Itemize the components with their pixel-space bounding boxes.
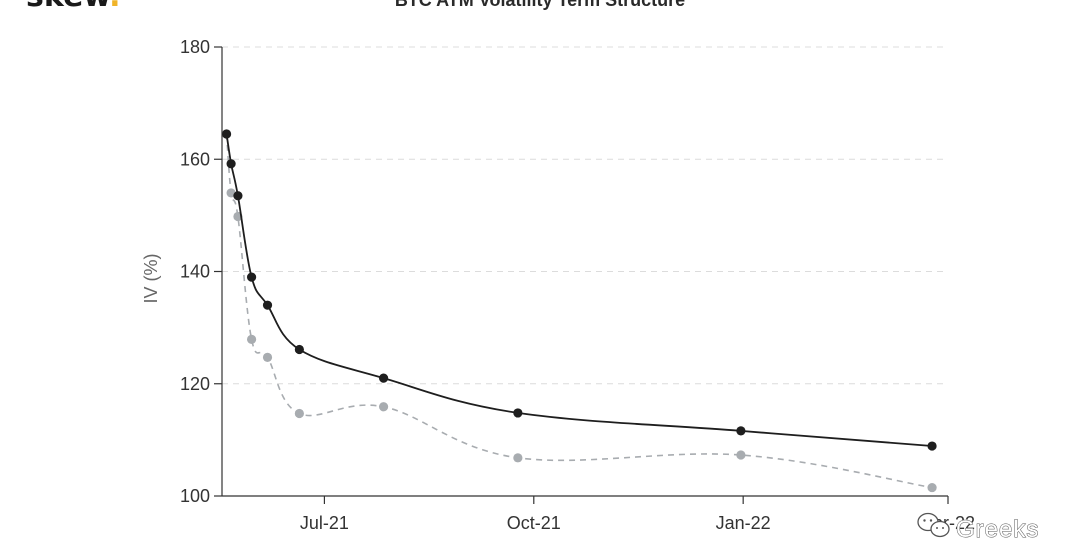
grid-lines bbox=[222, 46, 948, 385]
series-2-point-10 bbox=[927, 482, 937, 493]
y-tick-label-120: 120 bbox=[180, 374, 210, 394]
skew-logo-dot: . bbox=[109, 0, 120, 14]
data-series bbox=[221, 129, 937, 493]
series-2-point-8 bbox=[513, 453, 523, 463]
y-tick-label-160: 160 bbox=[180, 149, 210, 169]
watermark-text: Greeks bbox=[956, 516, 1039, 543]
series-1-point-1 bbox=[221, 129, 232, 139]
series-1-point-10 bbox=[927, 441, 937, 451]
skew-logo-text: skew bbox=[26, 0, 110, 14]
y-axis-ticks: 100 120 140 160 180 bbox=[180, 37, 222, 506]
x-axis-ticks: Jul-21 Oct-21 Jan-22 Apr-22 bbox=[300, 496, 975, 533]
y-tick-label-180: 180 bbox=[180, 37, 210, 57]
series-2-point-9 bbox=[736, 450, 746, 460]
series-1-point-5 bbox=[262, 300, 273, 310]
y-tick-label-140: 140 bbox=[180, 262, 210, 282]
series-1-line bbox=[225, 133, 933, 447]
series-1-point-6 bbox=[294, 344, 304, 355]
series-2-point-7 bbox=[378, 402, 389, 412]
series-1-point-2 bbox=[226, 159, 236, 169]
series-2-line bbox=[225, 133, 933, 489]
wechat-icon bbox=[917, 512, 950, 538]
skew-logo: skew. bbox=[26, 0, 121, 14]
series-1-point-7 bbox=[378, 373, 389, 383]
x-tick-label-Jan-22: Jan-22 bbox=[716, 513, 771, 533]
watermark: Greeks bbox=[917, 512, 1039, 543]
x-tick-label-Oct-21: Oct-21 bbox=[507, 513, 561, 533]
series-1 bbox=[221, 129, 937, 451]
series-2-point-6 bbox=[294, 408, 304, 419]
x-tick-label-Jul-21: Jul-21 bbox=[300, 513, 349, 533]
chart-title: BTC ATM Volatility Term Structure bbox=[395, 0, 685, 10]
y-tick-label-100: 100 bbox=[180, 486, 210, 506]
series-1-point-9 bbox=[736, 426, 746, 436]
series-1-point-4 bbox=[246, 272, 257, 282]
series-1-point-3 bbox=[233, 191, 243, 201]
series-1-point-8 bbox=[513, 408, 523, 418]
series-2-point-4 bbox=[246, 334, 257, 345]
y-axis-label: IV (%) bbox=[141, 253, 161, 303]
series-2-point-5 bbox=[262, 352, 273, 362]
